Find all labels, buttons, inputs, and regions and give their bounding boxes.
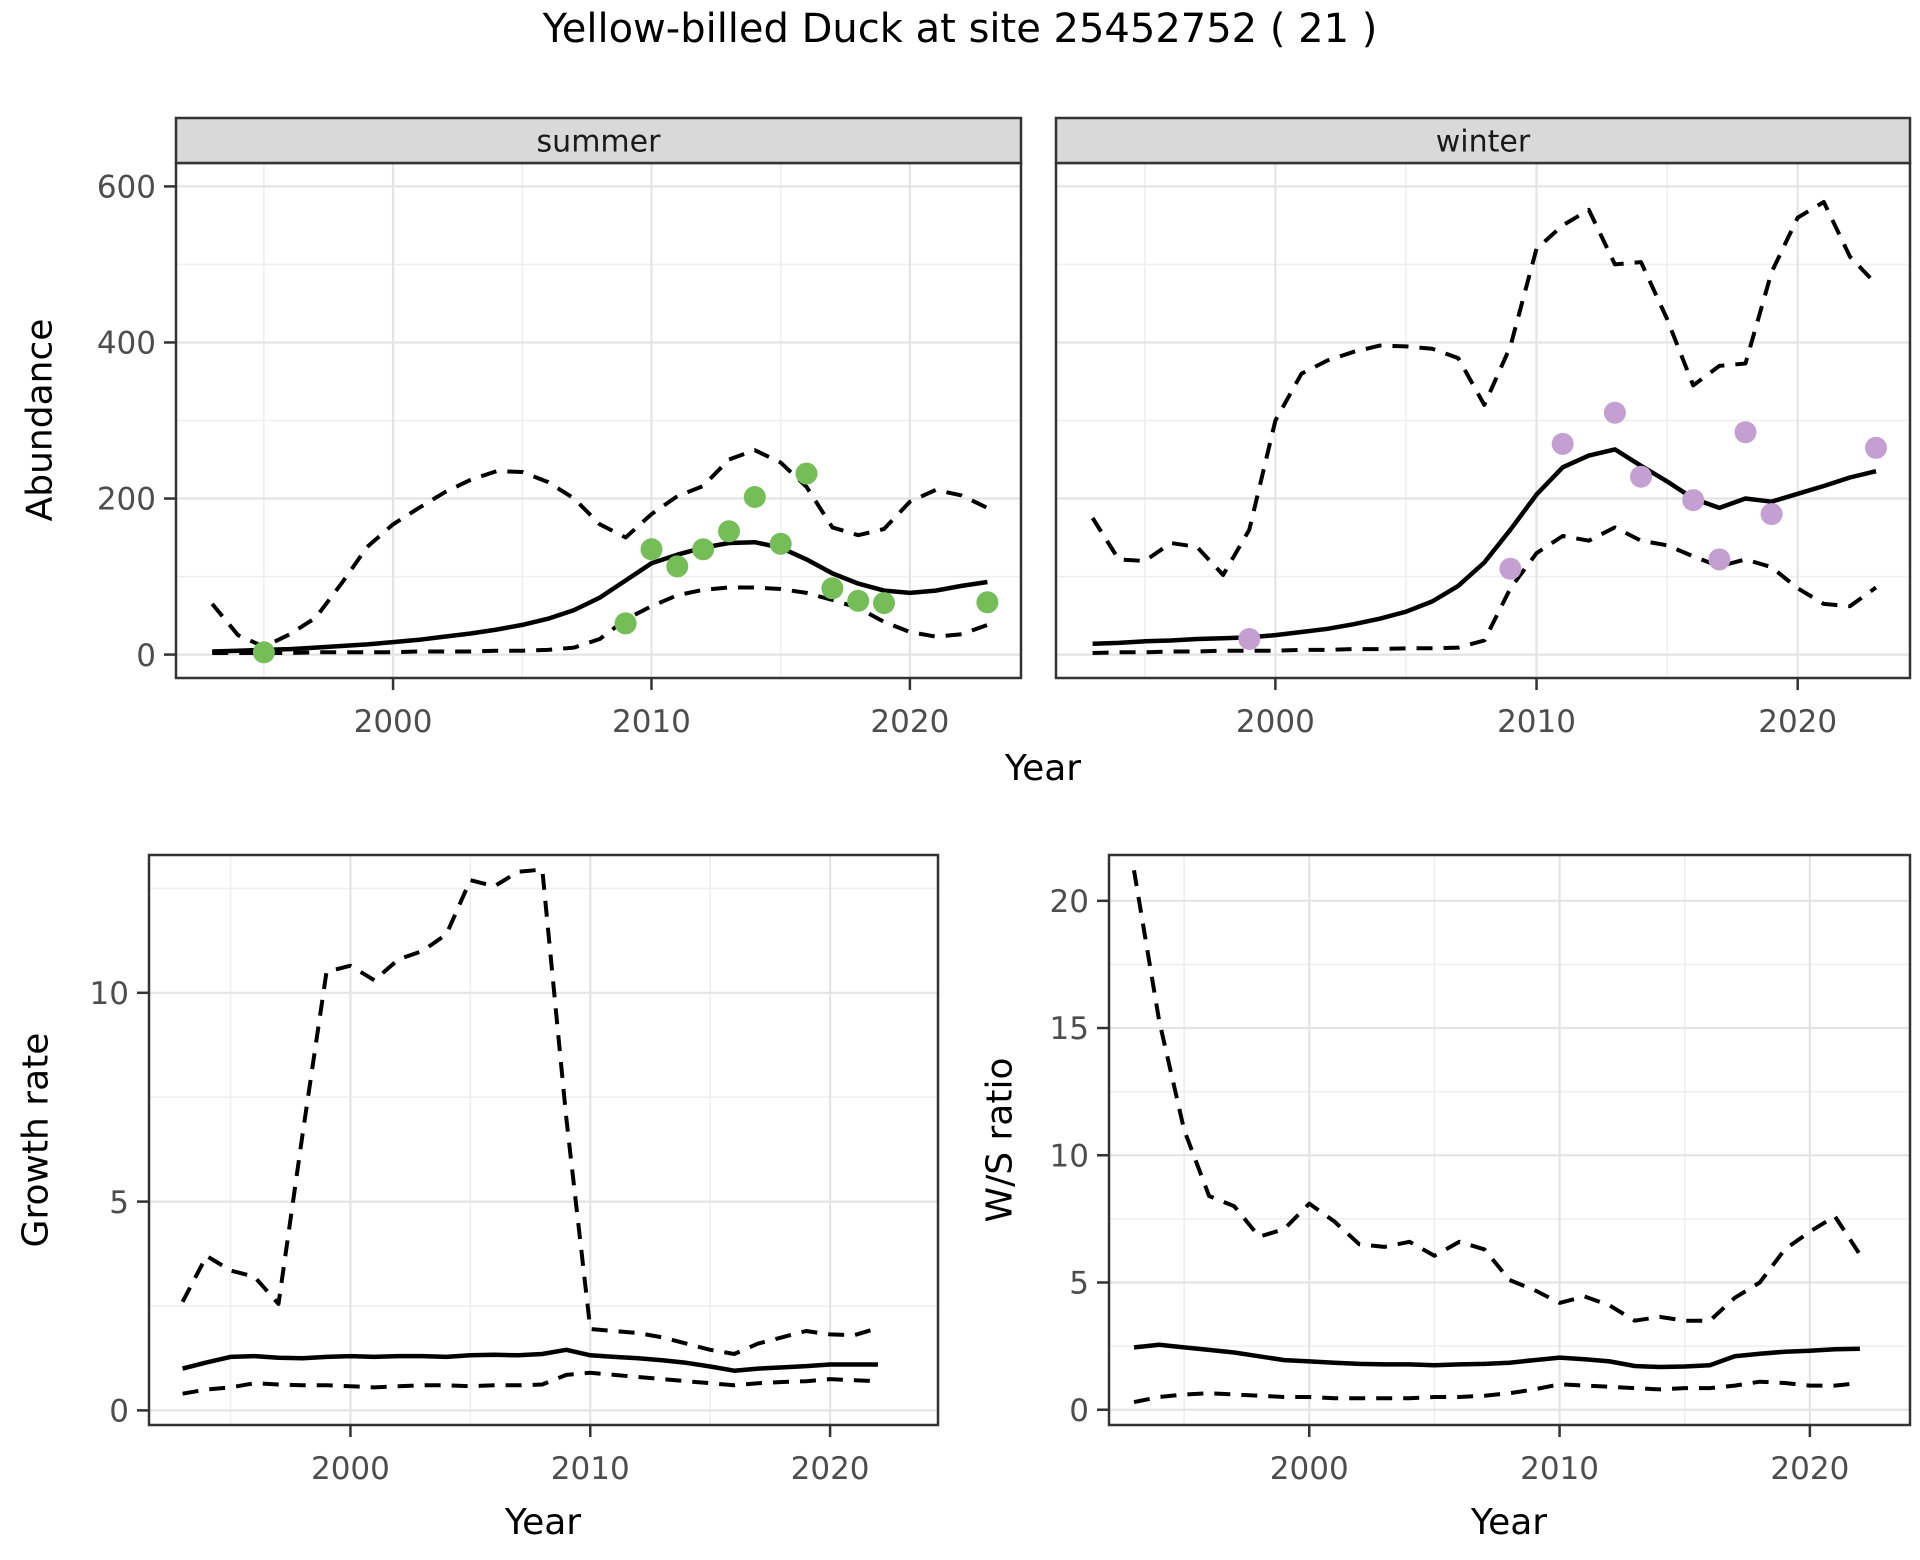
panel-border — [1107, 853, 1912, 1427]
y-tick-label: 15 — [1050, 1011, 1089, 1047]
data-marks — [1090, 200, 1887, 655]
x-tick-label: 2020 — [870, 704, 949, 740]
scatter-point — [718, 520, 740, 543]
panel-abundance_summer: summer 2000 2010 2020 0 200 400 600 — [97, 116, 1023, 740]
x-tick-label: 2010 — [551, 1451, 630, 1487]
series-line-mean_fit — [1133, 1342, 1860, 1370]
y-tick-label: 0 — [109, 1394, 129, 1430]
series-line-lower_ci — [182, 1370, 879, 1396]
x-tick-label: 2020 — [1770, 1451, 1849, 1487]
panel-growth_rate: 2000 2010 2020 0 5 10 — [90, 853, 940, 1487]
panel-border — [147, 853, 940, 1427]
x-axis-title-top: Year — [1004, 748, 1082, 789]
x-tick-label: 2000 — [1236, 704, 1315, 740]
scatter-point — [976, 591, 999, 614]
data-marks — [210, 448, 999, 664]
gridlines — [149, 855, 938, 1425]
scatter-point — [769, 532, 792, 555]
y-tick-label: 600 — [97, 170, 156, 206]
data-marks — [180, 867, 879, 1396]
data-marks — [1132, 869, 1862, 1405]
facet-strip-label: summer — [537, 124, 662, 159]
scatter-point — [795, 462, 818, 485]
x-tick-label: 2000 — [311, 1451, 390, 1487]
scatter-point — [1603, 401, 1626, 424]
y-tick-label: 10 — [1050, 1138, 1089, 1174]
scatter-point — [1238, 628, 1261, 650]
x-tick-label: 2010 — [1497, 704, 1576, 740]
scatter-point — [640, 538, 663, 561]
panel-background — [1109, 855, 1910, 1425]
facet-strip — [1054, 116, 1912, 165]
y-tick-label: 200 — [97, 482, 156, 518]
x-axis-title-ws-ratio: Year — [1470, 1502, 1548, 1543]
x-tick-label: 2000 — [354, 704, 433, 740]
scatter-point — [1499, 557, 1522, 580]
scatter-point — [743, 486, 766, 508]
scatter-point — [1708, 548, 1731, 571]
scatter-point — [1551, 432, 1574, 455]
scatter-point — [614, 612, 637, 635]
y-tick-label: 20 — [1050, 884, 1089, 920]
scatter-point — [873, 592, 895, 615]
series-line-mean_fit — [182, 1347, 878, 1373]
scatter-point — [692, 538, 715, 561]
series-line-mean_fit — [1092, 447, 1877, 646]
y-tick-label: 10 — [90, 976, 129, 1012]
scatter-point — [1734, 421, 1757, 444]
series-line-upper_ci — [1132, 869, 1862, 1323]
scatter-point — [847, 589, 870, 612]
scatter-point — [821, 577, 844, 600]
y-tick-label: 5 — [1069, 1266, 1089, 1302]
scatter-observed_counts_summer — [252, 462, 999, 664]
y-tick-label: 5 — [109, 1185, 129, 1221]
y-tick-label: 0 — [1069, 1393, 1089, 1429]
scatter-point — [666, 555, 689, 578]
series-line-mean_fit — [212, 539, 988, 654]
gridlines — [176, 163, 1021, 678]
scatter-point — [1682, 489, 1705, 512]
scatter-point — [252, 641, 275, 664]
x-tick-label: 2020 — [1758, 704, 1837, 740]
scatter-point — [1865, 436, 1887, 459]
x-tick-label: 2020 — [791, 1451, 870, 1487]
page-title: Yellow-billed Duck at site 25452752 ( 21… — [542, 6, 1378, 52]
panel-background — [149, 855, 938, 1425]
series-line-lower_ci — [1092, 525, 1878, 655]
y-tick-label: 0 — [136, 638, 156, 674]
facet-strip-label: winter — [1436, 124, 1531, 159]
series-line-lower_ci — [1133, 1379, 1861, 1405]
series-line-upper_ci — [210, 448, 989, 649]
x-axis-title-growth-rate: Year — [504, 1502, 582, 1543]
facet-strip — [174, 116, 1023, 165]
y-tick-label: 400 — [97, 326, 156, 362]
x-tick-label: 2010 — [1520, 1451, 1599, 1487]
scatter-point — [1760, 503, 1783, 526]
panel-abundance_winter: winter 2000 2010 2020 — [1054, 116, 1912, 740]
series-line-upper_ci — [180, 867, 879, 1356]
gridlines — [1109, 855, 1910, 1425]
panel-ws_ratio: 2000 2010 2020 0 5 10 15 20 — [1050, 853, 1912, 1487]
scatter-point — [1630, 465, 1652, 488]
x-tick-label: 2000 — [1270, 1451, 1349, 1487]
scatter-observed_counts_winter — [1238, 401, 1887, 650]
series-line-upper_ci — [1090, 200, 1878, 577]
x-tick-label: 2010 — [612, 704, 691, 740]
